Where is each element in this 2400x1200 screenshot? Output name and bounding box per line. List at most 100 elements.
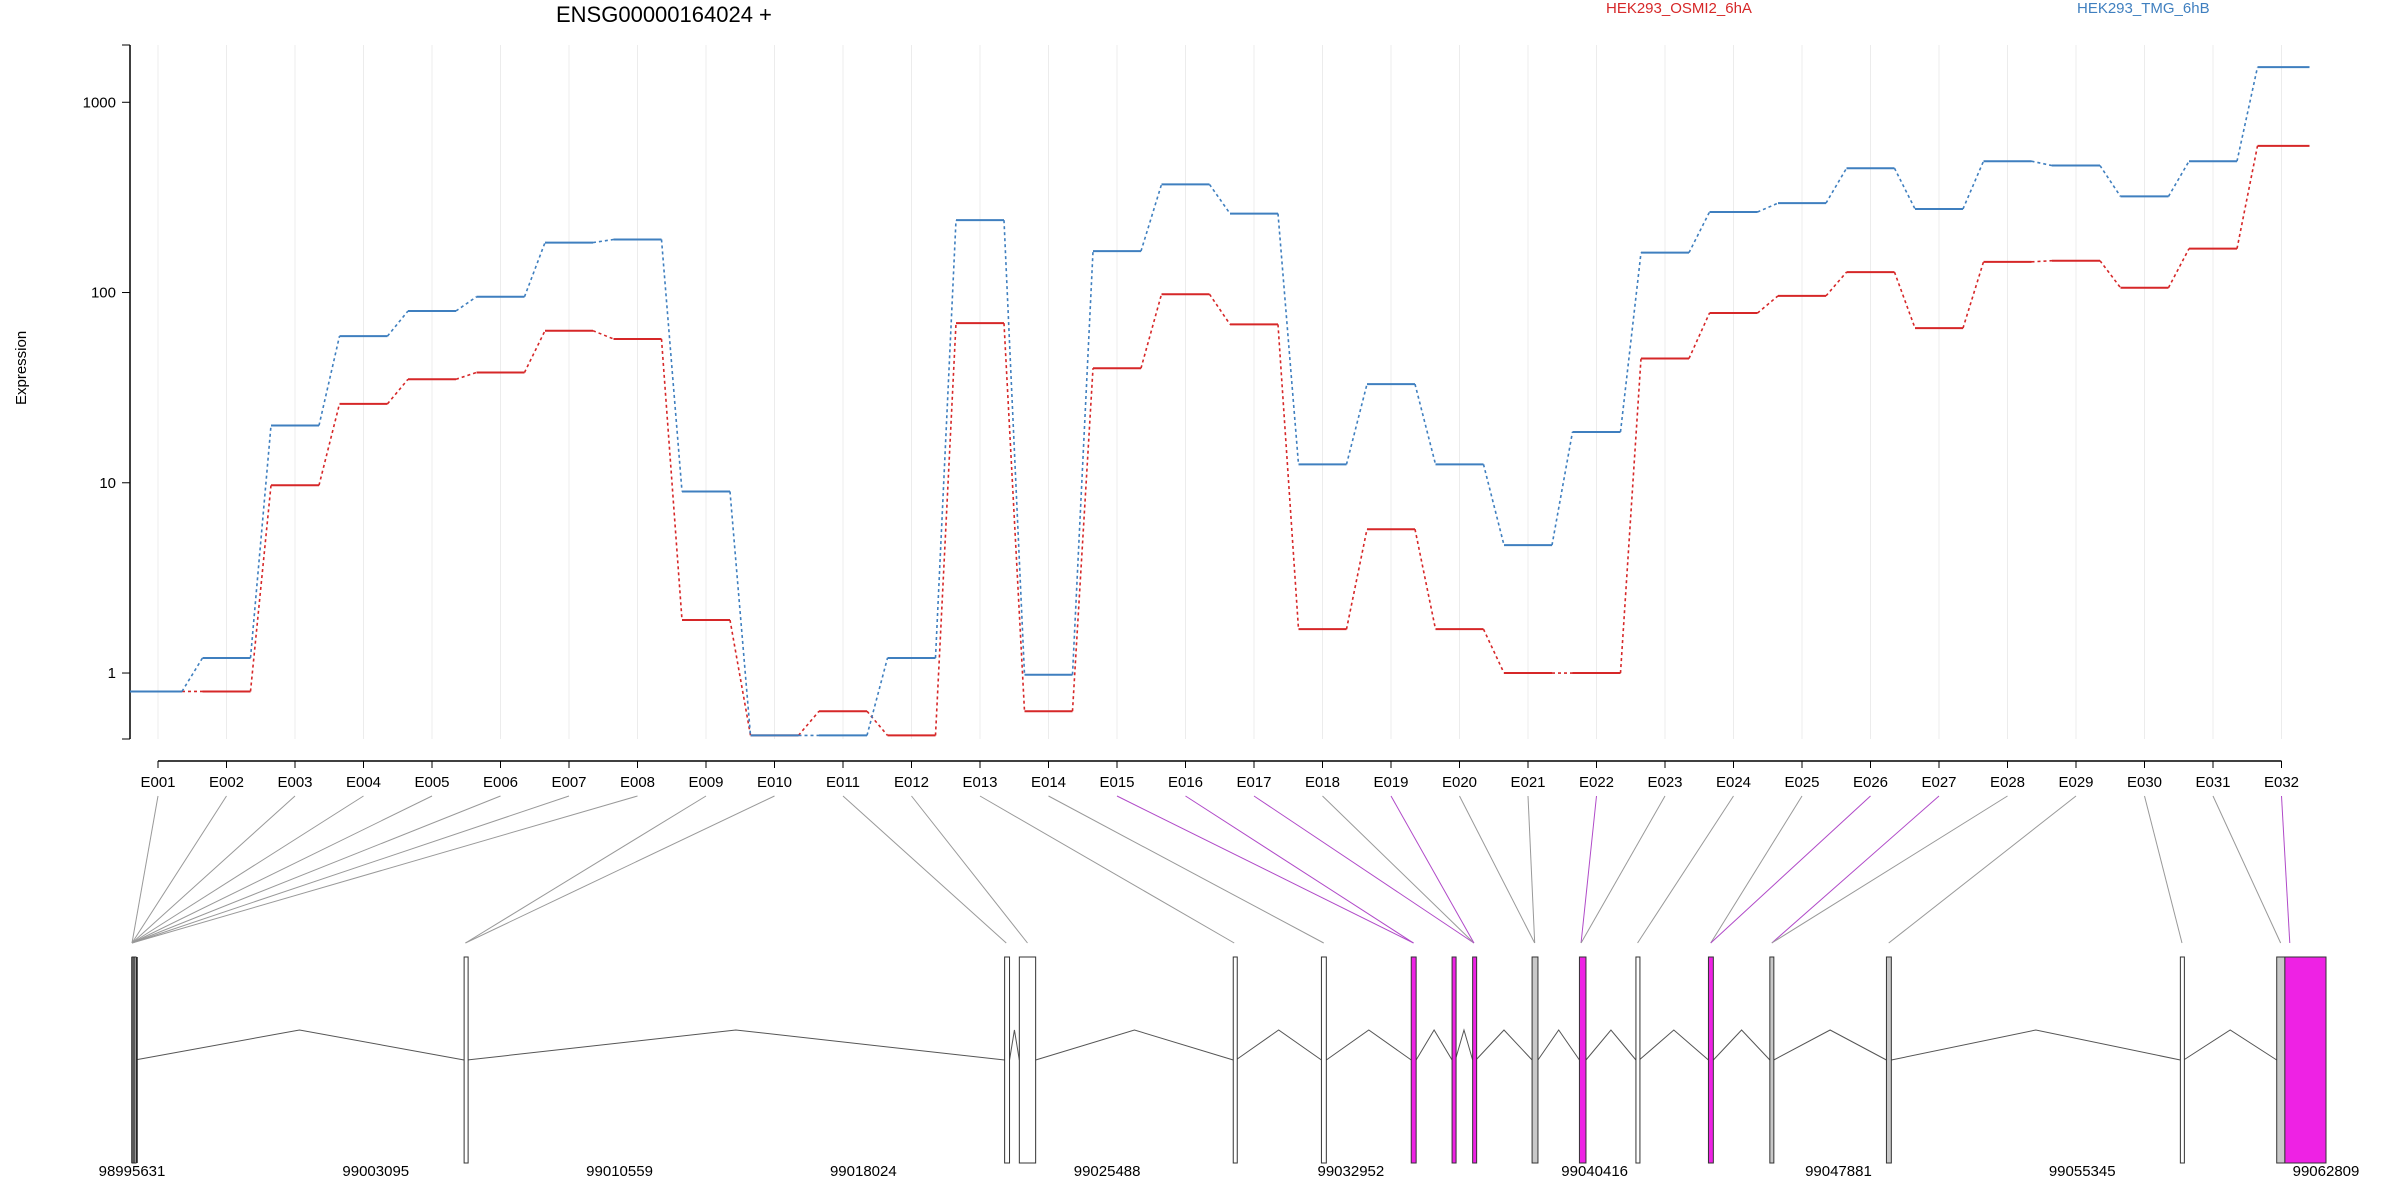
chart-title: ENSG00000164024 +	[556, 2, 772, 27]
series-transition	[2236, 145, 2259, 249]
series-transition	[1688, 312, 1711, 359]
intron-line	[1415, 1029, 1453, 1061]
exon-connector	[2212, 795, 2282, 944]
exon-block	[1885, 956, 1892, 1164]
genome-tick-label: 99047881	[1805, 1163, 1872, 1180]
exon-block	[1320, 956, 1327, 1164]
series-transition	[1140, 184, 1163, 252]
x-tick-label: E004	[346, 774, 381, 791]
series-transition	[318, 335, 341, 426]
x-tick-label: E005	[414, 774, 449, 791]
intron-line	[1035, 1029, 1234, 1061]
intron-line	[1475, 1029, 1533, 1061]
series-transition	[386, 378, 409, 405]
intron-line	[1638, 1029, 1709, 1061]
series-transition	[455, 371, 477, 381]
x-tick-label: E002	[209, 774, 244, 791]
series-transition	[660, 239, 683, 492]
exon-connector	[1771, 795, 1940, 944]
series-transition	[249, 485, 272, 692]
exon-block	[1410, 956, 1417, 1164]
series-transition	[1825, 167, 1848, 204]
exon-connector	[1637, 795, 1734, 944]
x-tick-label: E001	[140, 774, 175, 791]
intron-line	[1326, 1029, 1412, 1061]
genome-tick-label: 99055345	[2049, 1163, 2116, 1180]
series-transition	[1757, 202, 1779, 213]
series-transition	[1003, 220, 1026, 675]
intron-line	[1009, 1029, 1020, 1061]
genome-tick-label: 99003095	[342, 1163, 409, 1180]
x-tick-label: E010	[757, 774, 792, 791]
x-tick-label: E013	[962, 774, 997, 791]
x-tick-label: E009	[688, 774, 723, 791]
intron-line	[1585, 1029, 1637, 1061]
series-transition	[934, 323, 957, 736]
legend-tmg: HEK293_TMG_6hB	[2077, 0, 2210, 17]
series-transition	[1482, 464, 1505, 546]
x-tick-label: E032	[2264, 774, 2299, 791]
intron-line	[134, 1029, 465, 1061]
legend-osmi2: HEK293_OSMI2_6hA	[1606, 0, 1752, 17]
series-transition	[729, 491, 752, 736]
series-transition	[181, 657, 204, 692]
series-transition	[1619, 252, 1642, 433]
series-transition	[1071, 368, 1094, 712]
x-tick-label: E017	[1236, 774, 1271, 791]
exon-block	[1635, 956, 1641, 1164]
intron-line	[1454, 1028, 1474, 1061]
exon-connector	[1048, 795, 1324, 944]
exon-connector	[979, 795, 1235, 944]
exon-block	[2284, 956, 2327, 1164]
series-osmi2	[130, 144, 2310, 737]
genome-tick-label: 99040416	[1561, 1163, 1628, 1180]
series-transition	[1277, 213, 1300, 465]
series-transition	[866, 657, 889, 736]
intron-line	[466, 1029, 1005, 1061]
exon-connector	[131, 795, 570, 944]
series-transition	[1551, 431, 1574, 546]
series-transition	[1071, 251, 1094, 675]
x-tick-label: E008	[620, 774, 655, 791]
x-tick-label: E025	[1784, 774, 1819, 791]
exon-connector	[131, 795, 501, 944]
exon-connector	[1527, 795, 1536, 944]
intron-line	[1712, 1029, 1771, 1061]
exon-block	[1531, 956, 1539, 1164]
exon-block	[1707, 956, 1714, 1164]
genome-tick-label: 99032952	[1318, 1163, 1385, 1180]
series-transition	[1825, 271, 1848, 297]
series-transition	[2167, 160, 2190, 197]
series-transition	[1756, 295, 1779, 314]
x-tick-label: E015	[1099, 774, 1134, 791]
series-transition	[2236, 66, 2259, 162]
genome-tick-label: 98995631	[99, 1163, 166, 1180]
series-transition	[1962, 160, 1985, 210]
series-transition	[934, 220, 957, 658]
y-tick-label: 10	[99, 475, 116, 492]
exon-connector	[131, 795, 364, 944]
exon-connector	[1771, 795, 2008, 944]
exon-block	[1578, 956, 1587, 1164]
series-transition	[1962, 261, 1985, 329]
exon-block	[1004, 956, 1011, 1164]
series-transition	[523, 330, 546, 373]
x-tick-label: E014	[1031, 774, 1066, 791]
x-tick-label: E007	[551, 774, 586, 791]
exon-connector	[1580, 795, 1597, 944]
exon-block	[1232, 956, 1238, 1164]
series-transition	[1345, 529, 1368, 630]
exon-connector	[1888, 795, 2077, 944]
intron-line	[1537, 1029, 1580, 1061]
series-transition	[523, 242, 546, 298]
exon-block	[2179, 956, 2185, 1164]
y-tick-label: 100	[91, 285, 116, 302]
exon-connector	[465, 795, 775, 944]
x-tick-label: E022	[1579, 774, 1614, 791]
genome-tick-label: 99010559	[586, 1163, 653, 1180]
genome-tick-label: 99018024	[830, 1163, 897, 1180]
x-tick-label: E016	[1168, 774, 1203, 791]
exon-connector	[1322, 795, 1475, 944]
series-transition	[1414, 529, 1437, 630]
x-tick-label: E031	[2195, 774, 2230, 791]
